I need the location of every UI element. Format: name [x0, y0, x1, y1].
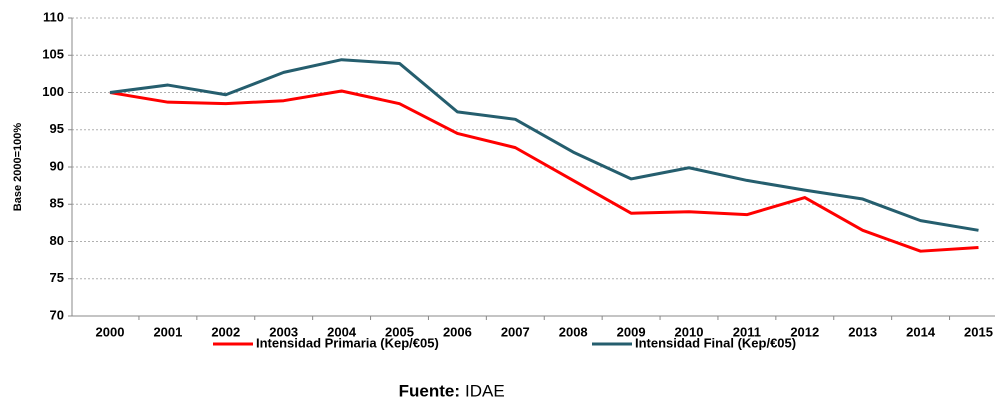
source-label: Fuente: [399, 381, 460, 400]
x-tick-label: 2002 [211, 324, 240, 339]
legend-label: Intensidad Primaria (Kep/€05) [256, 335, 439, 350]
x-tick-label: 2005 [385, 324, 414, 339]
x-tick-label: 2014 [906, 324, 936, 339]
x-tick-label: 2015 [964, 324, 993, 339]
y-axis-label: Base 2000=100% [12, 123, 24, 212]
x-tick-label: 2000 [96, 324, 125, 339]
x-tick-label: 2009 [617, 324, 646, 339]
line [109, 58, 979, 232]
y-tick-label: 70 [50, 307, 64, 322]
y-tick-label: 100 [42, 84, 64, 99]
x-tick-label: 2004 [327, 324, 357, 339]
y-tick-label: 75 [50, 270, 64, 285]
x-tick-label: 2006 [443, 324, 472, 339]
y-tick-label: 90 [50, 158, 64, 173]
y-tick-label: 80 [50, 233, 64, 248]
x-tick-label: 2003 [269, 324, 298, 339]
source: IDAE [465, 381, 505, 400]
x-tick-label: 2010 [675, 324, 704, 339]
line [109, 89, 979, 253]
x-tick-label: 2012 [790, 324, 819, 339]
x-tick-label: 2013 [848, 324, 877, 339]
y-tick-label: 105 [42, 47, 64, 62]
x-tick-label: 2008 [559, 324, 588, 339]
x-tick-label: 2007 [501, 324, 530, 339]
legend-label: Intensidad Final (Kep/€05) [635, 335, 796, 350]
y-tick-label: 85 [50, 196, 64, 211]
y-tick-label: 95 [50, 121, 64, 136]
y-tick-label: 110 [43, 9, 64, 24]
x-tick-label: 2001 [153, 324, 182, 339]
x-tick-label: 2011 [733, 324, 761, 339]
